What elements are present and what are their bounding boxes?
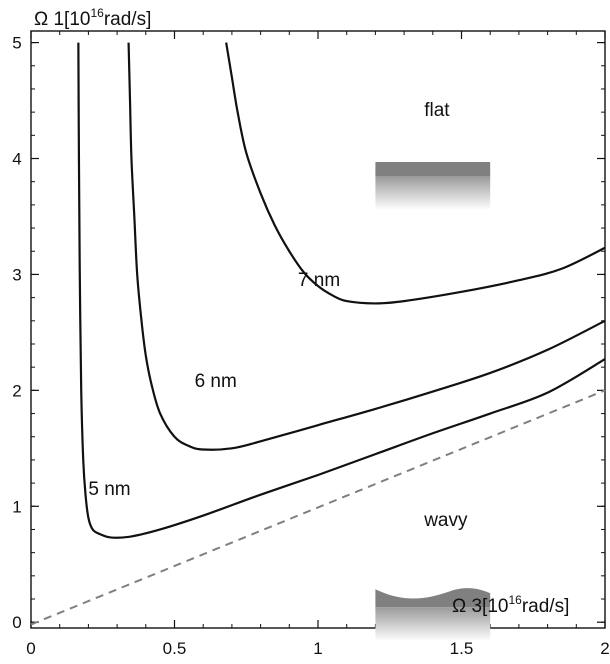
- wavy-surface-shape: [375, 588, 491, 608]
- curve-labels: 5 nm 6 nm 7 nm: [88, 270, 340, 500]
- surface-insets: flat wavy: [375, 100, 491, 642]
- x-tick-label-1: 0.5: [163, 639, 187, 658]
- series-group: [30, 42, 606, 626]
- curve-5-nm: [77, 42, 606, 539]
- inset-flat: flat: [375, 100, 491, 210]
- x-tick-label-4: 2: [600, 639, 609, 658]
- axis-ticks: [30, 31, 606, 628]
- x-tick-label-2: 1: [313, 639, 322, 658]
- y-tick-label-1: 1: [12, 497, 21, 516]
- flat-surface-shape: [375, 161, 491, 176]
- y-tick-label-2: 2: [12, 381, 21, 400]
- curve-7-nm: [225, 42, 606, 305]
- tick-labels: 0 0.5 1 1.5 2 0 1 2 3 4 5: [12, 34, 609, 658]
- curve-6-nm: [127, 42, 606, 451]
- reference-line-3: [30, 389, 606, 626]
- curve-label-0: 5 nm: [88, 479, 130, 500]
- substrate-fade: [375, 607, 491, 642]
- x-tick-label-3: 1.5: [450, 639, 474, 658]
- y-axis-title: Ω 1[1016rad/s]: [34, 6, 151, 30]
- y-tick-label-5: 5: [12, 34, 21, 53]
- y-tick-label-0: 0: [12, 613, 21, 632]
- y-tick-label-3: 3: [12, 265, 21, 284]
- curve-label-1: 6 nm: [195, 371, 237, 392]
- substrate-fade: [375, 175, 491, 210]
- x-tick-label-0: 0: [26, 639, 35, 658]
- x-axis-title: Ω 3[1016rad/s]: [452, 593, 569, 617]
- curve-label-2: 7 nm: [298, 270, 340, 291]
- inset-wavy: wavy: [375, 510, 491, 642]
- inset-label-flat: flat: [424, 100, 450, 121]
- inset-label-wavy: wavy: [423, 510, 468, 531]
- y-tick-label-4: 4: [12, 150, 21, 169]
